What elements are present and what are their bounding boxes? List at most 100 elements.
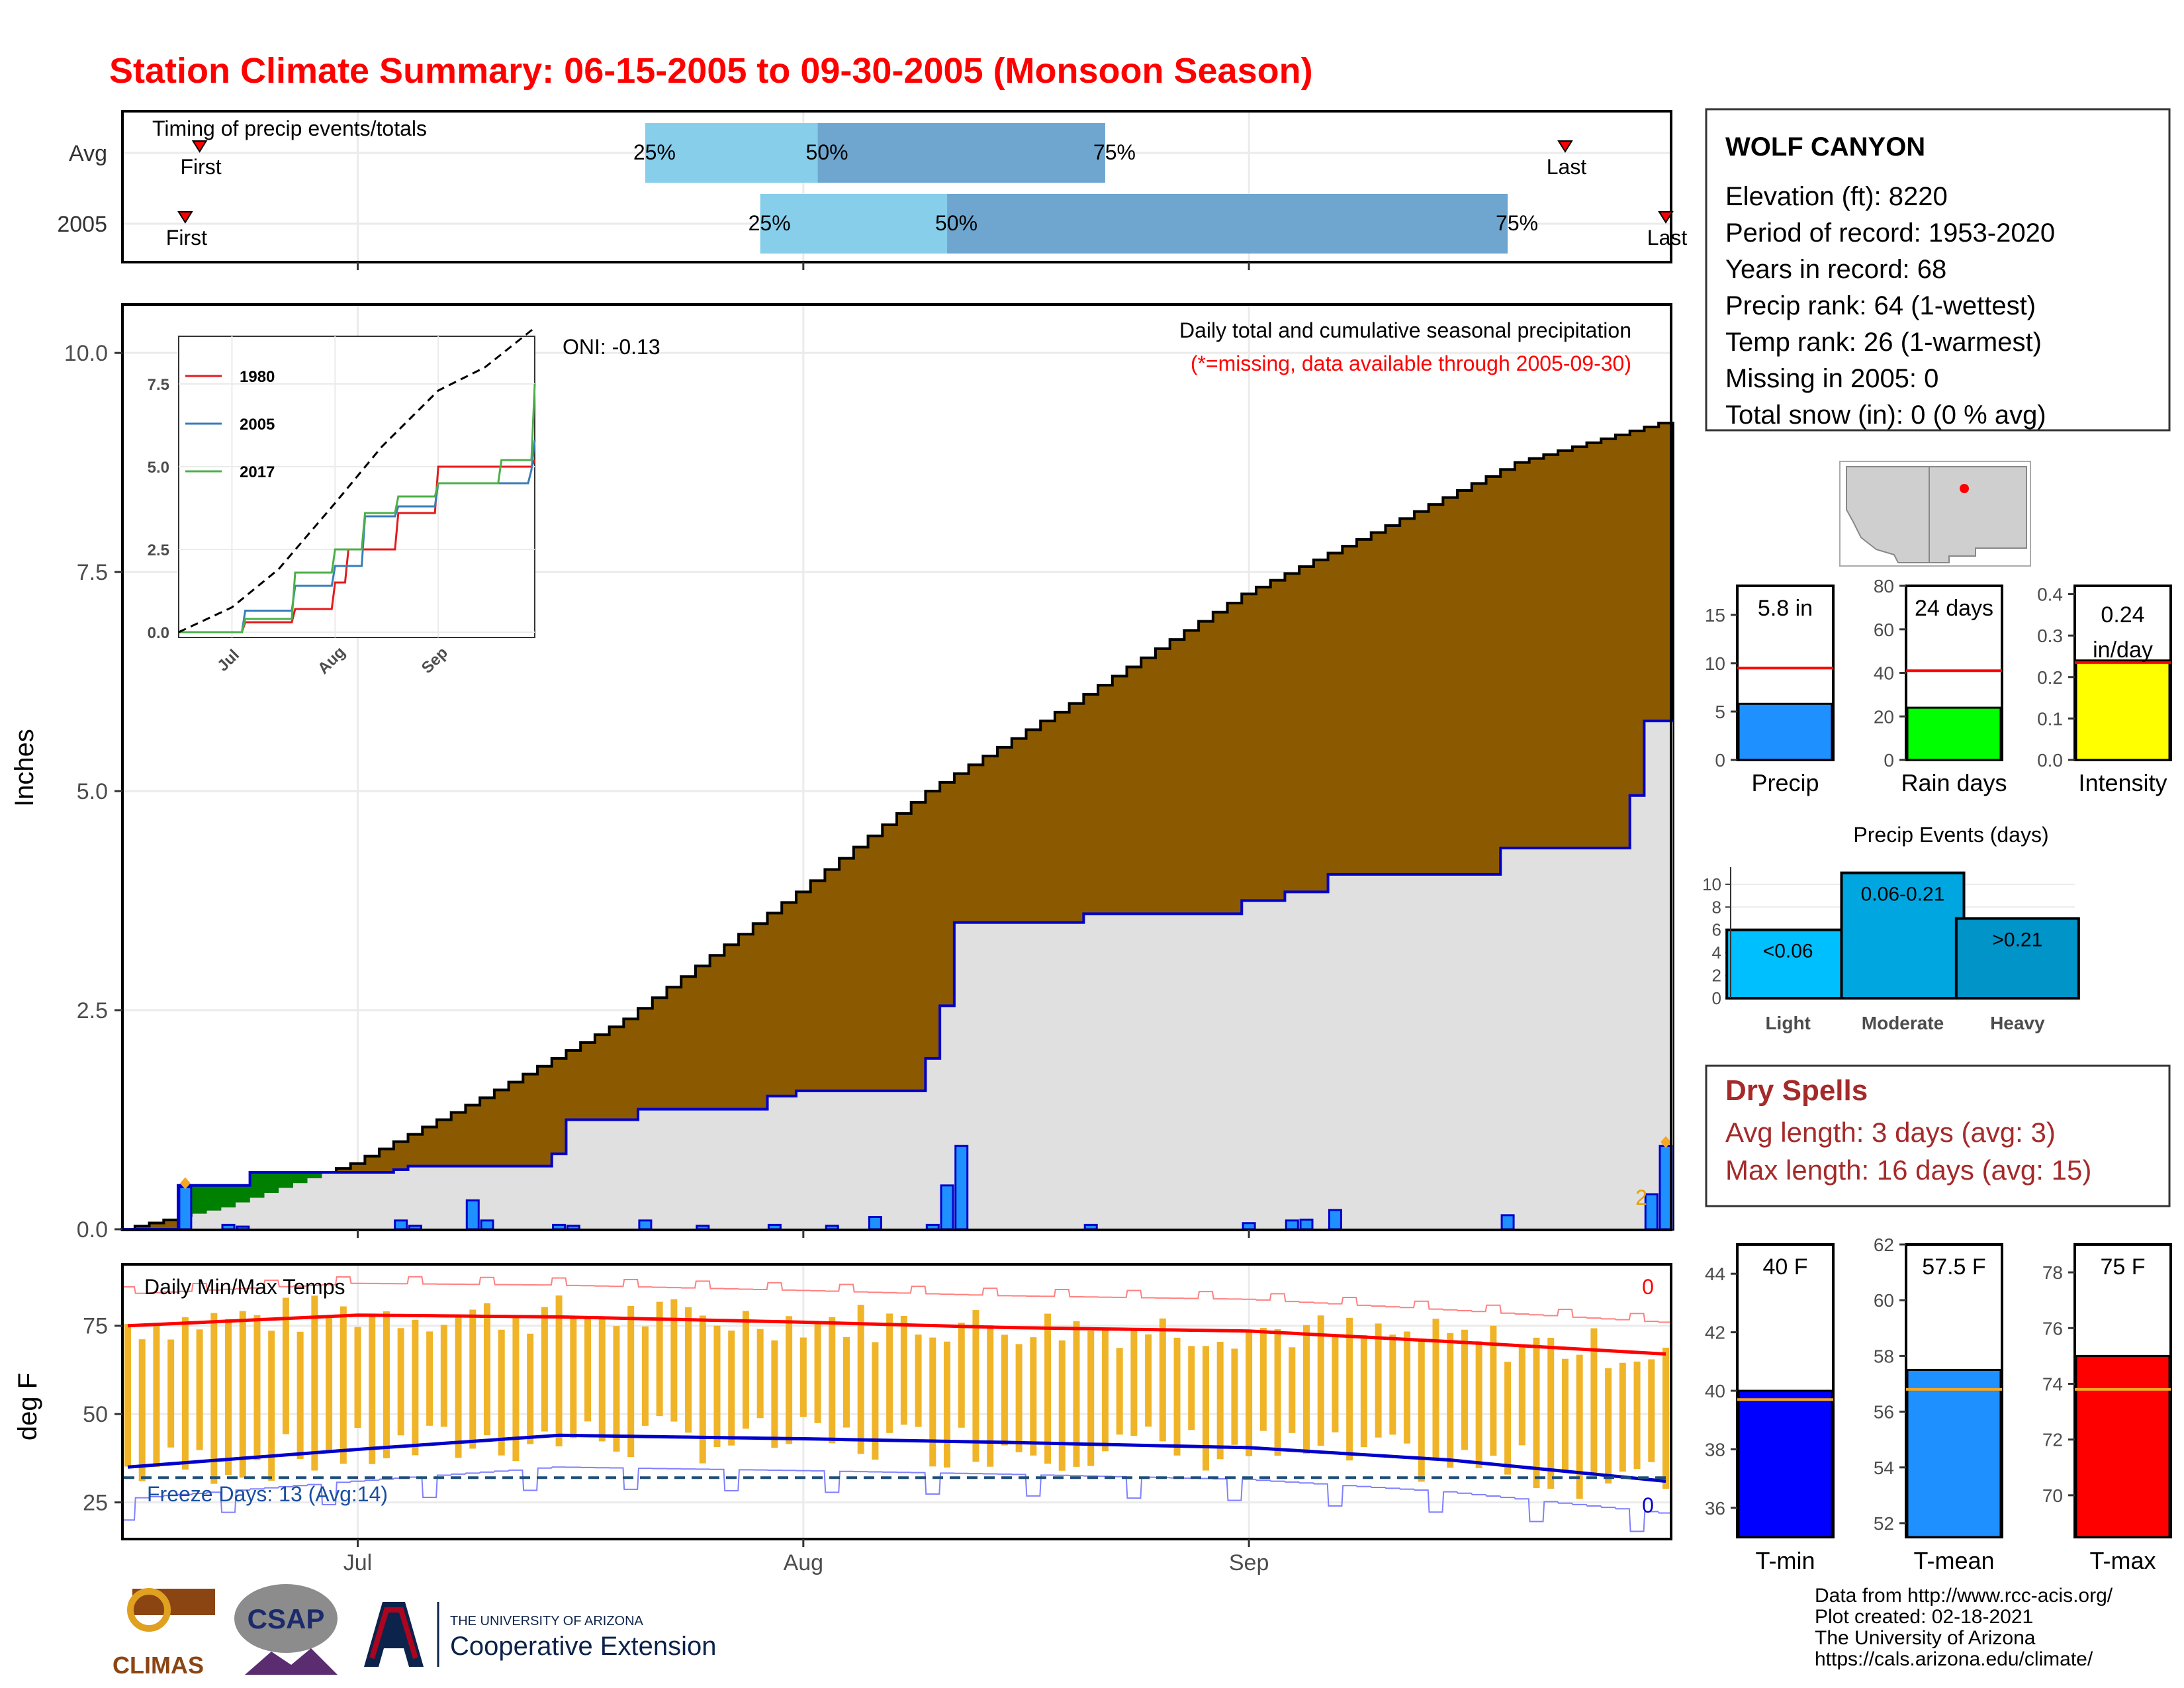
daily-temp-bar [1116,1348,1123,1435]
daily-temp-bar [440,1325,447,1427]
daily-temp-bar [1303,1325,1310,1454]
surplus-area [178,1172,336,1217]
daily-temp-bar [1030,1337,1037,1456]
daily-temp-bar [311,1295,318,1471]
precip-ytick-label: 5.0 [77,779,108,804]
summary-bar-label: Intensity [2078,769,2167,796]
daily-temp-bar [253,1315,261,1460]
min-record-count: 0 [1642,1493,1654,1517]
record-max-line [121,1276,1672,1323]
station-name: WOLF CANYON [1725,132,1925,162]
temp-summary-tick-label: 62 [1874,1235,1894,1255]
daily-temp-bar [1202,1346,1209,1471]
summary-value-bar [1737,702,1833,761]
inset-series-line [178,326,535,633]
daily-temp-bar [167,1339,175,1448]
freeze-days: Freeze Days: 13 (Avg:14) [147,1482,388,1506]
csap-cloud [234,1584,338,1653]
daily-temp-bar [282,1297,289,1434]
summary-tick-label: 20 [1874,706,1894,727]
summary-value-unit: in/day [2093,637,2153,663]
daily-precip-bar [465,1199,480,1231]
daily-temp-bar [210,1313,218,1484]
temp-daily-bars [124,1295,1669,1499]
ua-a-mark [364,1602,424,1667]
summary-tick-label: 0.3 [2037,626,2063,646]
daily-temp-bar [1289,1347,1296,1433]
daily-temp-bar [972,1310,979,1462]
daily-temp-bar [829,1317,836,1444]
station-frame [1705,108,2171,432]
daily-temp-bar [1389,1335,1396,1435]
daily-temp-bar [1274,1329,1281,1456]
daily-temp-bar [1058,1340,1066,1471]
event-marker [1661,1136,1671,1149]
temp-summary-bar [1906,1368,2002,1538]
csap-text: CSAP [248,1603,325,1634]
precip-note: Daily total and cumulative seasonal prec… [1179,318,1631,342]
daily-temp-bar [1375,1323,1382,1438]
temp-ylabel: deg F [13,1373,42,1440]
daily-temp-bar [929,1337,936,1467]
max-record-count: 0 [1642,1275,1654,1299]
dry-frame [1705,1064,2171,1207]
temp-ytick-label: 50 [83,1402,108,1427]
avg-tmin-line [127,1433,1666,1483]
daily-temp-bar [1259,1328,1267,1431]
daily-precip-bar [868,1215,882,1231]
events-bar [1725,928,1851,1000]
events-category-label: Moderate [1862,1013,1944,1033]
ua-line1: THE UNIVERSITY OF ARIZONA [450,1614,644,1628]
timing-marker [1658,211,1674,224]
dry-spells: Dry Spells Avg length: 3 days (avg: 3) M… [1705,1064,2171,1207]
missing-count: 2 [1635,1186,1647,1209]
daily-temp-bar [627,1305,635,1458]
daily-temp-bar [383,1311,390,1458]
daily-temp-bar [225,1319,232,1476]
inset-legend-label: 2005 [240,416,275,434]
station-detail-line: Period of record: 1953-2020 [1725,218,2055,248]
temp-frame [121,1263,1672,1540]
summary-tick-label: 15 [1705,605,1725,626]
inset-ytick-label: 0.0 [148,624,169,642]
events-tick-label: 10 [1702,874,1721,894]
summary-value-bar [1906,706,2002,761]
precip-ytick-label: 10.0 [64,341,108,366]
logos: CLIMAS CSAP THE UNIVERSITY OF ARIZONA Co… [113,1584,716,1679]
temp-summary-value: 75 F [2100,1254,2145,1280]
daily-temp-bar [728,1331,735,1446]
temp-summary-tick-label: 36 [1705,1498,1725,1519]
daily-temp-bar [656,1301,663,1417]
daily-temp-bar [1561,1358,1569,1473]
daily-temp-bar [857,1305,864,1454]
daily-precip-bar [1644,1193,1659,1231]
timing-marker-label: Last [1647,226,1688,250]
precip-frame [121,303,1672,1231]
timing-row-label-avg: Avg [69,141,107,166]
dry-max: Max length: 16 days (avg: 15) [1725,1154,2091,1186]
events-bars: 02 4 6 8 10 <0.06 Light 0.06-0.21 Moderate >0.21 H… [1702,867,2080,1033]
daily-temp-bar [1317,1315,1324,1446]
footer-line: Plot created: 02-18-2021 [1815,1606,2033,1628]
quartile-label: 75% [1496,211,1538,235]
station-detail-line: Missing in 2005: 0 [1725,364,1938,393]
temp-summary-tick-label: 78 [2042,1262,2063,1283]
daily-temp-bar [1633,1361,1641,1470]
daily-temp-bar [1246,1331,1253,1456]
temp-summary-tick-label: 56 [1874,1402,1894,1423]
daily-temp-bar [483,1303,490,1436]
daily-temp-bar [1404,1331,1411,1444]
daily-precip-bar [480,1219,494,1231]
timing-marker-label: First [180,155,221,179]
events-bar-label: 0.06-0.21 [1861,884,1945,906]
daily-temp-bar [1432,1319,1439,1459]
summary-tick-label: 0.4 [2037,585,2063,605]
summary-tick-label: 80 [1874,576,1894,596]
avg-tmax-line [127,1313,1666,1356]
daily-temp-bar [512,1316,520,1462]
x-tick-label: Jul [343,1550,372,1575]
record-min-line [121,1466,1672,1532]
timing-marker-label: First [166,226,207,250]
summary-tick-label: 5 [1715,702,1725,722]
daily-temp-bar [498,1329,505,1456]
